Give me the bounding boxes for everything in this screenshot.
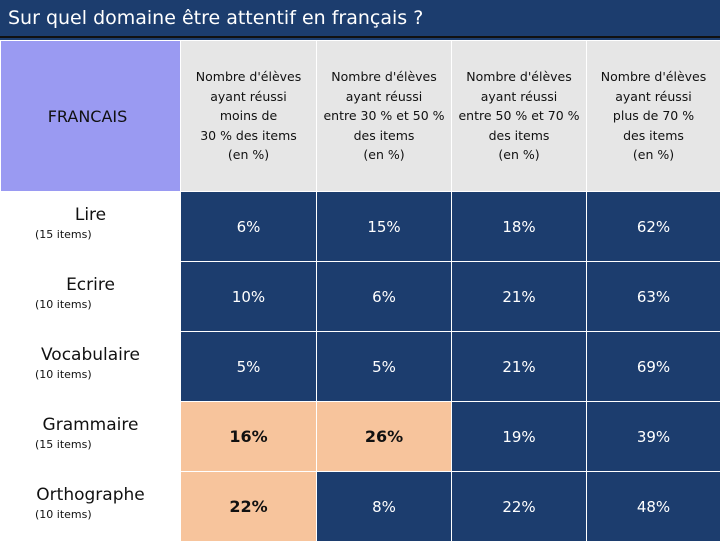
value-cell: 69% [587, 332, 720, 402]
value-cell: 63% [587, 262, 720, 332]
table-row: Vocabulaire(10 items) 5% 5% 21% 69% [1, 332, 720, 402]
value-cell: 6% [181, 192, 317, 262]
table-row: Grammaire(15 items) 16% 26% 19% 39% [1, 402, 720, 472]
table-row: Ecrire(10 items) 10% 6% 21% 63% [1, 262, 720, 332]
value-cell: 19% [452, 402, 587, 472]
row-label: Vocabulaire(10 items) [1, 332, 181, 402]
slide-title: Sur quel domaine être attentif en frança… [0, 0, 720, 38]
corner-cell: FRANCAIS [1, 41, 181, 192]
value-cell: 10% [181, 262, 317, 332]
row-label: Grammaire(15 items) [1, 402, 181, 472]
value-cell: 21% [452, 332, 587, 402]
value-cell: 5% [317, 332, 452, 402]
value-cell: 39% [587, 402, 720, 472]
value-cell-highlighted: 16% [181, 402, 317, 472]
table-row: Orthographe(10 items) 22% 8% 22% 48% [1, 472, 720, 542]
value-cell: 21% [452, 262, 587, 332]
value-cell: 22% [452, 472, 587, 542]
table-row: Lire(15 items) 6% 15% 18% 62% [1, 192, 720, 262]
value-cell: 8% [317, 472, 452, 542]
value-cell: 5% [181, 332, 317, 402]
value-cell: 62% [587, 192, 720, 262]
value-cell: 48% [587, 472, 720, 542]
row-label: Orthographe(10 items) [1, 472, 181, 542]
value-cell: 6% [317, 262, 452, 332]
value-cell-highlighted: 22% [181, 472, 317, 542]
value-cell: 15% [317, 192, 452, 262]
row-label: Lire(15 items) [1, 192, 181, 262]
value-cell-highlighted: 26% [317, 402, 452, 472]
row-label: Ecrire(10 items) [1, 262, 181, 332]
value-cell: 18% [452, 192, 587, 262]
